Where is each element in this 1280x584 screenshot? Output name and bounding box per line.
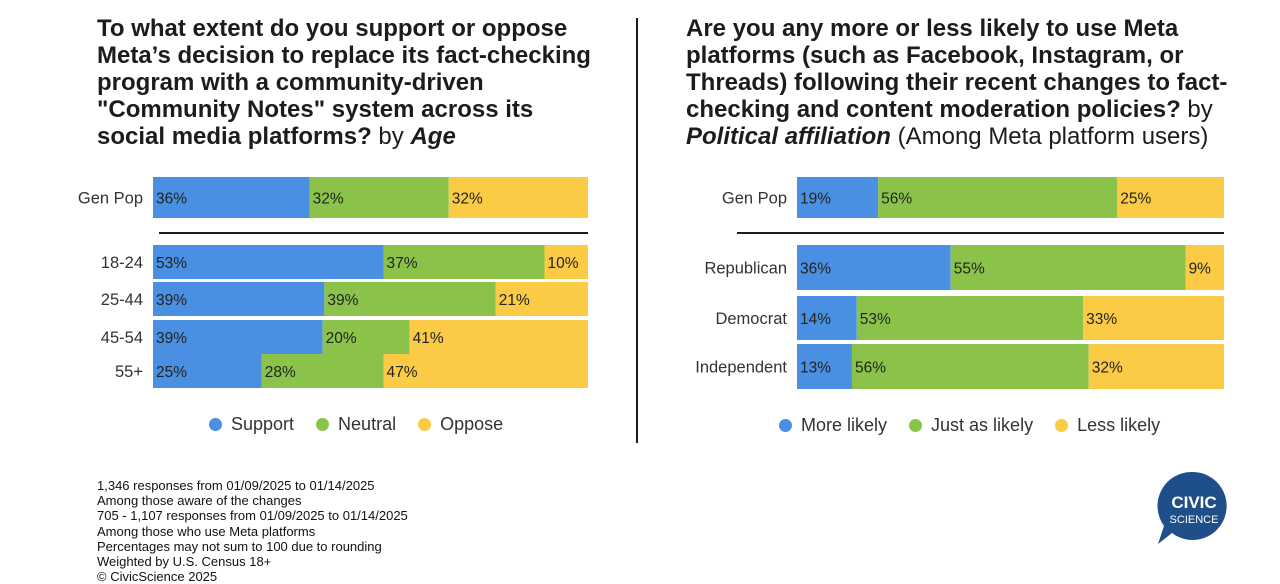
bar-segment: [153, 245, 384, 279]
data-label: 32%: [1092, 360, 1123, 377]
bar-segment: [878, 177, 1118, 218]
data-label: 28%: [265, 364, 296, 381]
data-label: 47%: [387, 364, 418, 381]
neutral-dot-icon: [316, 418, 330, 431]
data-label: 32%: [452, 191, 483, 208]
data-label: 19%: [800, 191, 831, 208]
data-label: 20%: [326, 330, 357, 347]
bar-segment: [153, 177, 310, 218]
category-label: 55+: [115, 363, 143, 381]
data-label: 36%: [156, 191, 187, 208]
bar-segment: [153, 320, 323, 354]
legend-neutral: Neutral: [316, 414, 396, 435]
data-label: 53%: [860, 311, 891, 328]
bar-segment: [544, 245, 588, 279]
legend-just-as-likely: Just as likely: [909, 415, 1033, 436]
bar-segment: [1185, 245, 1224, 290]
age-stacked-bar-chart: Gen Pop 36% 32% 32% 18-24 53% 37% 10% 25-44 39% 39…: [78, 177, 588, 388]
legend-label: Less likely: [1077, 415, 1161, 435]
data-label: 39%: [156, 330, 187, 347]
logo-text-civic: CIVIC: [1171, 493, 1216, 512]
category-label: Independent: [695, 359, 787, 377]
category-label: 25-44: [101, 291, 143, 309]
data-label: 37%: [387, 255, 418, 272]
legend-label: Just as likely: [931, 415, 1034, 435]
bar-segment: [856, 296, 1084, 340]
data-label: 21%: [499, 292, 530, 309]
oppose-dot-icon: [418, 418, 432, 431]
bar-segment: [383, 354, 588, 388]
political-stacked-bar-chart: Gen Pop 19% 56% 25% Republican 36% 55% 9% Democr…: [695, 177, 1224, 389]
bar-segment: [797, 344, 852, 389]
note-line: Percentages may not sum to 100 due to ro…: [97, 538, 382, 554]
left-chart-title: To what extent do you support or oppose …: [97, 15, 591, 150]
note-line: 1,346 responses from 01/09/2025 to 01/14…: [97, 478, 375, 493]
data-label: 39%: [327, 292, 358, 309]
more-likely-dot-icon: [779, 419, 792, 432]
legend-more-likely: More likely: [779, 415, 887, 436]
category-label: 18-24: [101, 254, 143, 272]
data-label: 25%: [156, 364, 187, 381]
bar-segment: [797, 296, 857, 340]
bar-segment: [383, 245, 545, 279]
right-legend: More likely Just as likely Less likely: [779, 415, 1182, 436]
bar-segment: [797, 245, 951, 290]
note-line: Weighted by U.S. Census 18+: [97, 554, 272, 570]
bar-segment: [261, 354, 384, 388]
just-as-likely-dot-icon: [909, 419, 923, 432]
data-label: 53%: [156, 255, 187, 272]
bar-segment: [950, 245, 1186, 290]
bar-segment: [309, 177, 449, 218]
methodology-notes: 1,346 responses from 01/09/2025 to 01/14…: [97, 478, 408, 584]
left-legend: Support Neutral Oppose: [209, 414, 525, 435]
legend-label: More likely: [801, 415, 888, 435]
data-label: 56%: [881, 191, 912, 208]
right-chart-title: Are you any more or less likely to use M…: [686, 15, 1228, 150]
category-label: Gen Pop: [78, 190, 143, 208]
note-line: © CivicScience 2025: [97, 569, 218, 584]
support-dot-icon: [209, 418, 222, 431]
note-line: Among those aware of the changes: [97, 493, 302, 509]
legend-label: Oppose: [440, 414, 504, 434]
bar-segment: [153, 354, 262, 388]
bar-segment: [409, 320, 588, 354]
bar-segment: [448, 177, 588, 218]
bar-segment: [324, 282, 496, 316]
civicscience-logo: CIVIC SCIENCE: [1157, 471, 1227, 544]
legend-support: Support: [209, 414, 294, 435]
logo-text-science: SCIENCE: [1170, 514, 1219, 526]
bar-segment: [322, 320, 410, 354]
note-line: Among those who use Meta platforms: [97, 523, 316, 539]
category-label: 45-54: [101, 329, 143, 347]
data-label: 25%: [1120, 191, 1151, 208]
bar-segment: [1117, 177, 1224, 218]
note-line: 705 - 1,107 responses from 01/09/2025 to…: [97, 508, 408, 524]
data-label: 39%: [156, 292, 187, 309]
data-label: 56%: [855, 360, 886, 377]
bar-segment: [1083, 296, 1224, 340]
data-label: 13%: [800, 360, 831, 377]
legend-label: Support: [231, 414, 295, 434]
category-label: Gen Pop: [722, 190, 787, 208]
data-label: 33%: [1086, 311, 1117, 328]
less-likely-dot-icon: [1055, 419, 1069, 432]
data-label: 14%: [800, 311, 831, 328]
bar-segment: [851, 344, 1089, 389]
data-label: 9%: [1189, 261, 1212, 278]
data-label: 32%: [313, 191, 344, 208]
bar-segment: [1088, 344, 1224, 389]
bar-segment: [153, 282, 325, 316]
legend-label: Neutral: [338, 414, 397, 434]
category-label: Democrat: [715, 310, 787, 328]
category-label: Republican: [704, 260, 787, 278]
bar-segment: [797, 177, 879, 218]
data-label: 41%: [413, 330, 444, 347]
panel-divider: [636, 18, 638, 443]
data-label: 10%: [548, 255, 579, 272]
data-label: 36%: [800, 261, 831, 278]
legend-oppose: Oppose: [418, 414, 503, 435]
bar-segment: [495, 282, 588, 316]
legend-less-likely: Less likely: [1055, 415, 1160, 436]
data-label: 55%: [954, 261, 985, 278]
